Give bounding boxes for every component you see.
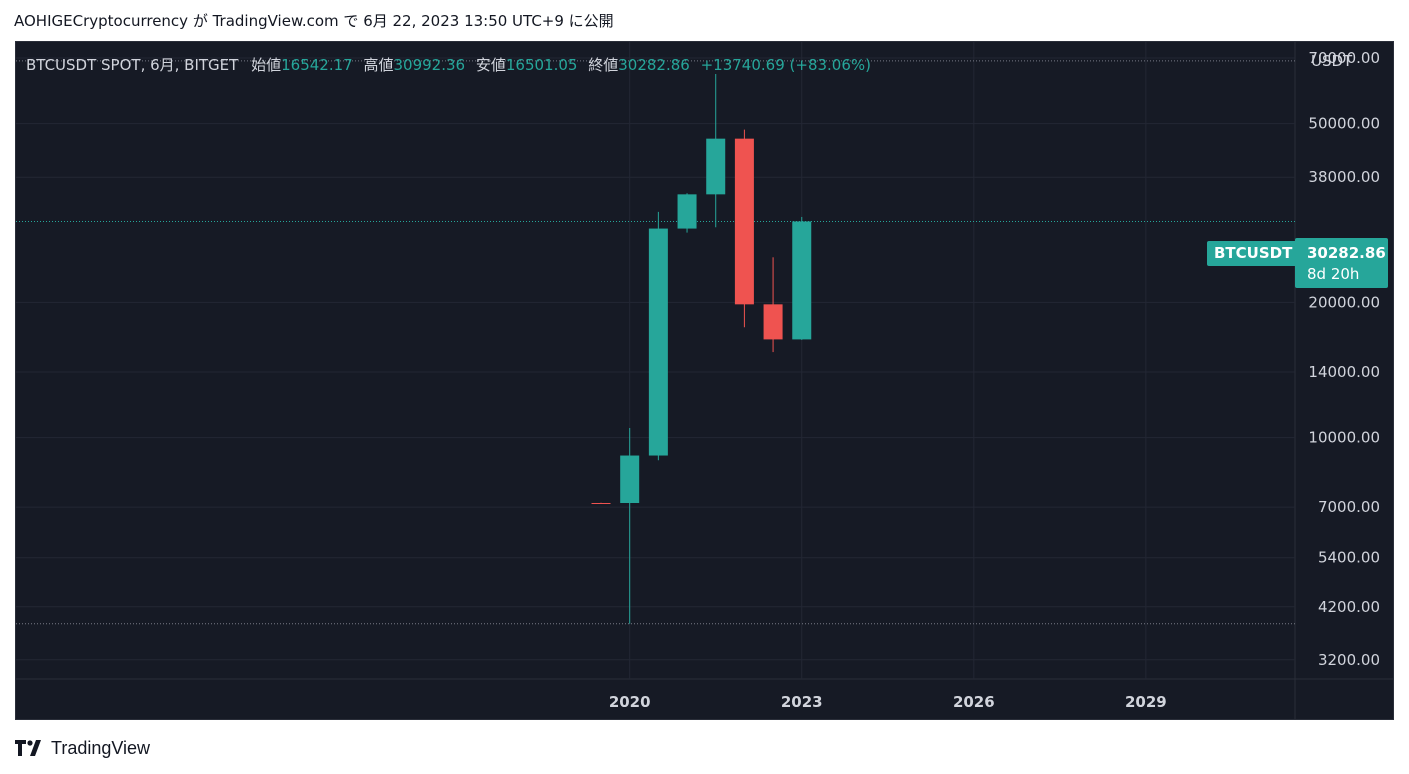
last-price-symbol-tag: BTCUSDT xyxy=(1207,241,1300,266)
candle-body xyxy=(620,455,640,503)
candle-body xyxy=(706,138,726,195)
last-price-value: 30282.86 xyxy=(1307,244,1386,262)
last-price-tag: 30282.86 8d 20h xyxy=(1295,238,1388,288)
time-axis: 2020 2023 2026 2029 xyxy=(609,693,1167,711)
reference-lines xyxy=(16,60,1295,625)
open-value: 16542.17 xyxy=(281,56,353,74)
grid-lines xyxy=(16,42,1393,719)
x-tick-label: 2023 xyxy=(781,693,823,711)
candle-body xyxy=(792,221,812,340)
price-axis-unit[interactable]: USDT xyxy=(1311,52,1353,70)
change-value: +13740.69 (+83.06%) xyxy=(700,56,871,74)
y-tick-label: 4200.00 xyxy=(1318,598,1380,616)
footer-brand[interactable]: TradingView xyxy=(15,737,150,759)
y-tick-label: 70000.00 xyxy=(1308,49,1380,67)
y-tick-label: 14000.00 xyxy=(1308,363,1380,381)
y-tick-label: 7000.00 xyxy=(1318,498,1380,516)
y-tick-label: 20000.00 xyxy=(1308,293,1380,311)
low-label: 安値 xyxy=(475,56,506,74)
low-value: 16501.05 xyxy=(505,56,578,74)
bar-countdown: 8d 20h xyxy=(1307,265,1360,283)
publication-line: AOHIGECryptocurrency が TradingView.com で… xyxy=(14,12,614,30)
brand-name: TradingView xyxy=(51,737,151,758)
high-value: 30992.36 xyxy=(393,56,466,74)
x-tick-label: 2029 xyxy=(1125,693,1167,711)
candle-body xyxy=(648,228,668,456)
legend-symbol[interactable]: BTCUSDT SPOT, 6月, BITGET xyxy=(26,56,239,74)
price-axis: 3200.00 4200.00 5400.00 7000.00 10000.00 1400… xyxy=(1308,49,1380,669)
close-label: 終値 xyxy=(588,56,619,74)
candles xyxy=(591,73,812,624)
y-tick-label: 3200.00 xyxy=(1318,651,1380,669)
y-tick-label: 38000.00 xyxy=(1308,168,1380,186)
y-tick-label: 10000.00 xyxy=(1308,429,1380,447)
y-tick-label: 5400.00 xyxy=(1318,549,1380,567)
tradingview-logo-icon xyxy=(15,740,41,756)
close-value: 30282.86 xyxy=(618,56,690,74)
x-tick-label: 2026 xyxy=(953,693,995,711)
x-tick-label: 2020 xyxy=(609,693,651,711)
high-label: 高値 xyxy=(363,56,394,74)
open-label: 始値 xyxy=(251,56,282,74)
candle-body xyxy=(591,502,611,504)
candle-body xyxy=(677,194,697,229)
candle-body xyxy=(734,138,754,305)
y-tick-label: 50000.00 xyxy=(1308,115,1380,133)
symbol-legend: BTCUSDT SPOT, 6月, BITGET 始値16542.17 高値30… xyxy=(26,54,871,75)
candle-body xyxy=(763,304,783,340)
